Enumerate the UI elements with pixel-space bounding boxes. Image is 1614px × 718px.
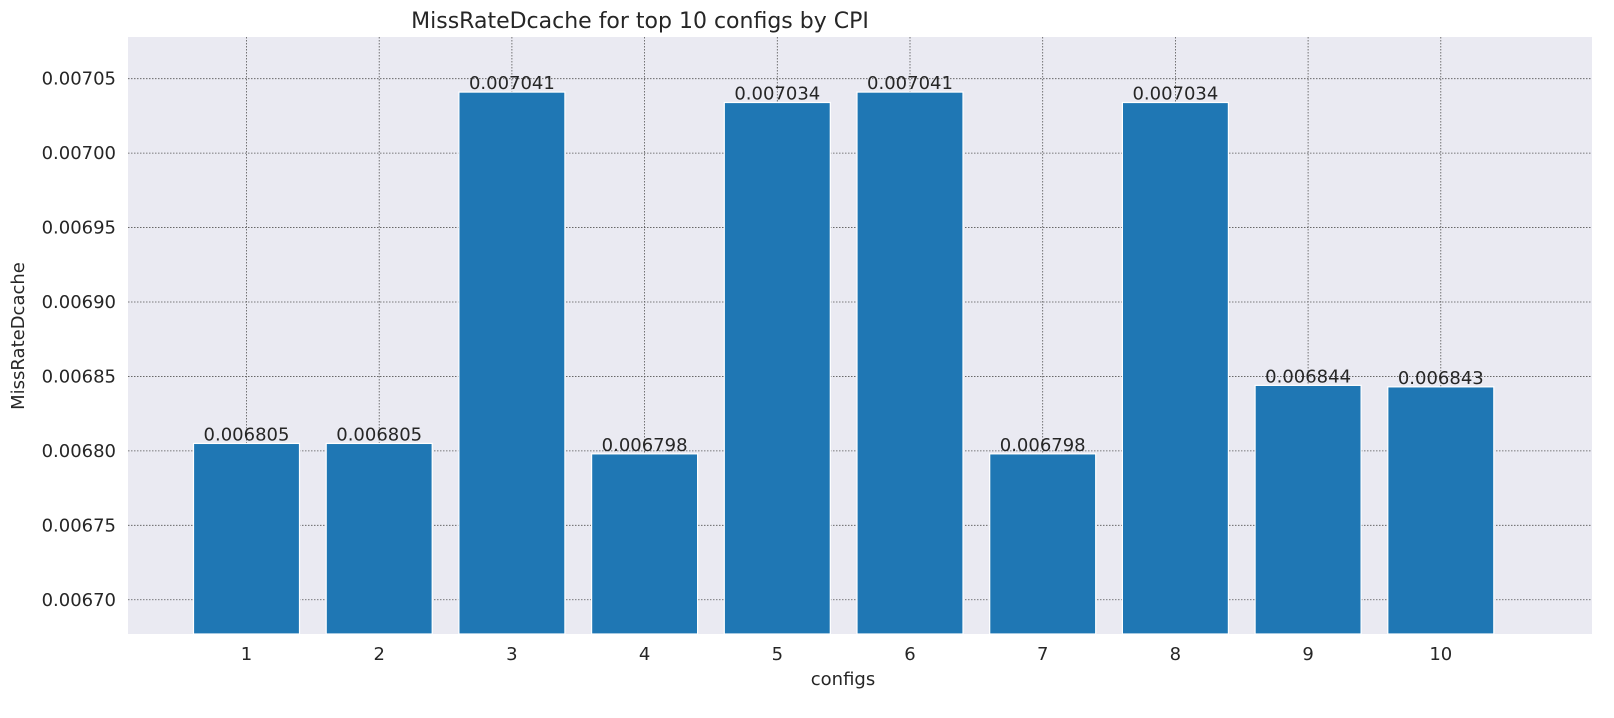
- bars-layer: [192, 91, 1495, 635]
- bar: [856, 91, 964, 635]
- x-tick-label: 3: [506, 644, 517, 665]
- x-tick-label: 5: [772, 644, 783, 665]
- y-axis-label: MissRateDcache: [8, 262, 29, 410]
- x-tick-label: 8: [1170, 644, 1181, 665]
- x-axis-label: configs: [811, 669, 875, 690]
- y-tick-label: 0.00670: [42, 590, 116, 611]
- x-tick-label: 4: [639, 644, 650, 665]
- bar: [325, 442, 433, 635]
- data-label: 0.007034: [734, 84, 820, 105]
- bar: [1121, 101, 1230, 635]
- x-tick-label: 10: [1429, 644, 1452, 665]
- bar: [590, 453, 699, 635]
- data-label: 0.007034: [1132, 84, 1218, 105]
- y-tick-label: 0.00690: [42, 292, 116, 313]
- data-label: 0.007041: [867, 73, 953, 94]
- data-label: 0.006805: [204, 424, 290, 445]
- data-label: 0.006844: [1265, 366, 1351, 387]
- chart-title: MissRateDcache for top 10 configs by CPI: [411, 9, 869, 34]
- y-tick-label: 0.00705: [42, 69, 116, 90]
- data-label: 0.006798: [602, 435, 688, 456]
- data-label: 0.006798: [1000, 435, 1086, 456]
- x-tick-label: 1: [241, 644, 252, 665]
- bar: [458, 91, 566, 635]
- y-tick-labels: 0.00670 0.00675 0.00680 0.00685 0.00690 0.006…: [42, 69, 116, 611]
- x-tick-label: 6: [904, 644, 915, 665]
- bar: [989, 453, 1097, 635]
- y-tick-label: 0.00695: [42, 218, 116, 239]
- bar: [723, 101, 831, 635]
- y-tick-label: 0.00685: [42, 366, 116, 387]
- y-tick-label: 0.00675: [42, 515, 116, 536]
- x-tick-label: 7: [1037, 644, 1048, 665]
- data-label: 0.006843: [1398, 368, 1484, 389]
- bar: [1387, 386, 1495, 635]
- data-labels-layer: 0.006805 0.006805 0.007041 0.006798 0.007034…: [204, 73, 1484, 456]
- x-tick-label: 9: [1302, 644, 1313, 665]
- bar: [192, 442, 301, 635]
- y-tick-label: 0.00700: [42, 143, 116, 164]
- bar: [1254, 384, 1362, 635]
- y-tick-label: 0.00680: [42, 441, 116, 462]
- x-tick-labels: 1 2 3 4 5 6 7 8 9 10: [241, 644, 1452, 665]
- x-tick-label: 2: [373, 644, 384, 665]
- data-label: 0.007041: [469, 73, 555, 94]
- data-label: 0.006805: [336, 424, 422, 445]
